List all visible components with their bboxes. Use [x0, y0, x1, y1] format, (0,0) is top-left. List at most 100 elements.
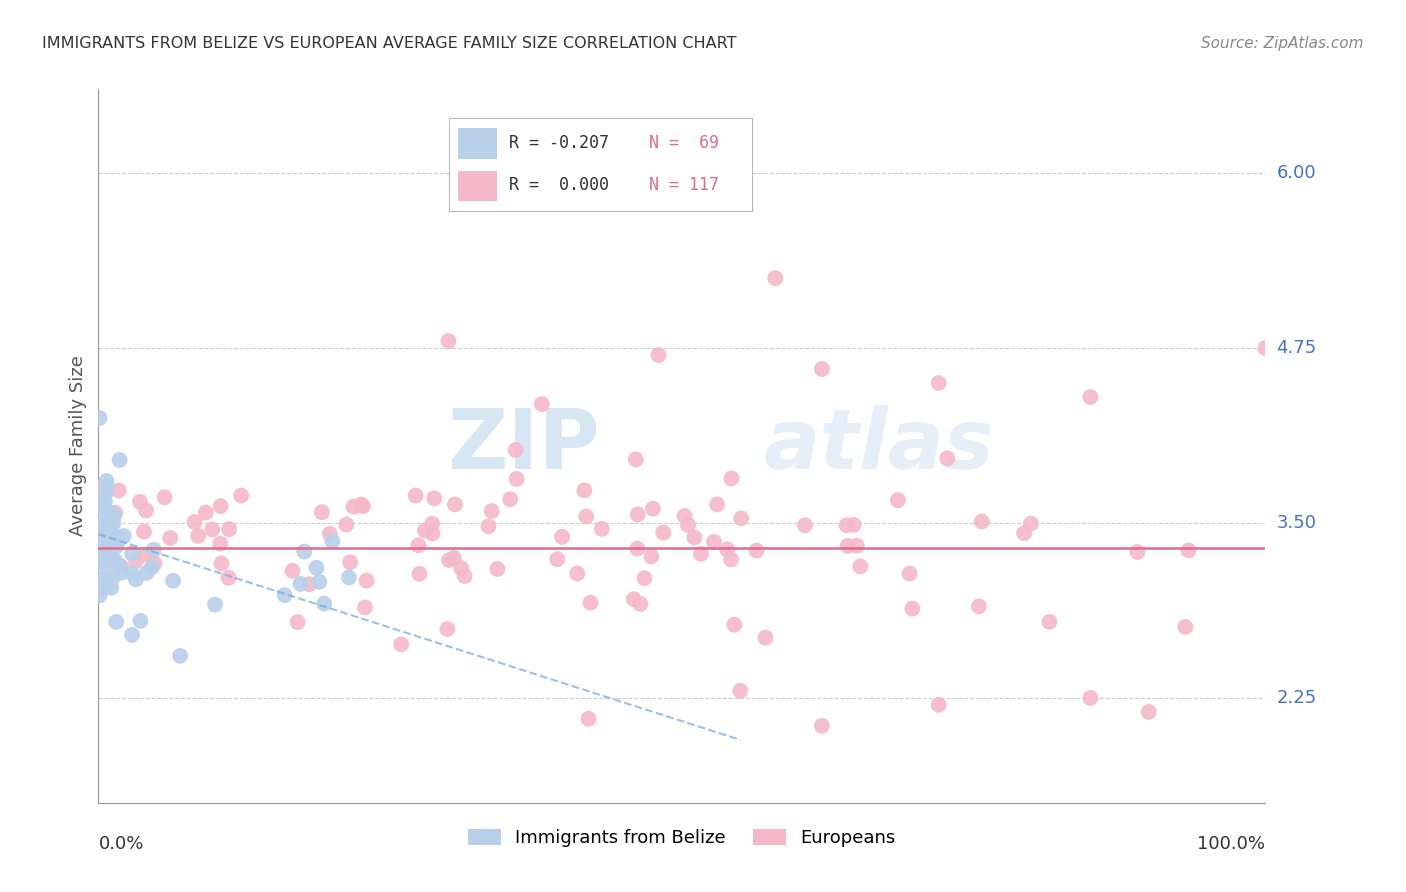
Point [132, 524, 155, 539]
Point [342, 500, 364, 514]
Point [96, 474, 118, 488]
Point [967, 599, 990, 614]
Point [209, 499, 232, 513]
Point [298, 577, 321, 591]
Point [89, 480, 111, 494]
Point [443, 550, 465, 565]
Point [98, 520, 121, 534]
Point [640, 549, 662, 564]
Point [730, 511, 752, 525]
Point [204, 598, 226, 612]
Point [723, 617, 745, 632]
Point [89, 490, 111, 504]
Point [91, 573, 114, 587]
Point [793, 518, 815, 533]
Point [108, 558, 131, 573]
Point [591, 522, 613, 536]
Point [121, 546, 143, 560]
Point [630, 597, 652, 611]
Point [683, 531, 706, 545]
Point [273, 588, 295, 602]
Point [627, 508, 650, 522]
Text: 100.0%: 100.0% [1198, 835, 1265, 853]
Text: ZIP: ZIP [447, 406, 600, 486]
Text: 0.0%: 0.0% [98, 835, 143, 853]
Point [1254, 341, 1277, 355]
Point [901, 601, 924, 615]
Point [121, 566, 143, 580]
Point [281, 564, 304, 578]
Point [105, 530, 128, 544]
Point [89, 411, 111, 425]
Point [690, 547, 713, 561]
Point [505, 442, 527, 457]
Point [420, 516, 443, 531]
Point [436, 622, 458, 636]
Point [94, 537, 117, 551]
Point [91, 554, 114, 568]
Point [499, 492, 522, 507]
Point [124, 554, 146, 568]
Point [93, 532, 115, 546]
Point [94, 487, 117, 501]
Point [352, 499, 374, 513]
Point [928, 698, 950, 712]
Point [96, 480, 118, 494]
Point [408, 566, 430, 581]
Point [354, 600, 377, 615]
Point [311, 505, 333, 519]
Point [437, 334, 460, 348]
Point [314, 597, 336, 611]
Point [96, 520, 118, 534]
Point [90, 582, 112, 597]
Point [835, 518, 858, 533]
Point [141, 560, 163, 574]
Legend: Immigrants from Belize, Europeans: Immigrants from Belize, Europeans [461, 822, 903, 855]
Point [623, 592, 645, 607]
Point [626, 541, 648, 556]
Point [129, 614, 152, 628]
Point [98, 535, 121, 549]
Point [887, 493, 910, 508]
Point [169, 648, 191, 663]
Point [97, 520, 120, 534]
Point [103, 553, 125, 567]
Point [647, 348, 669, 362]
Point [574, 483, 596, 498]
Text: 4.75: 4.75 [1277, 339, 1317, 357]
Point [96, 542, 118, 557]
Point [187, 529, 209, 543]
Point [121, 628, 143, 642]
Point [936, 451, 959, 466]
Point [201, 523, 224, 537]
Point [633, 571, 655, 585]
Point [339, 555, 361, 569]
Point [100, 581, 122, 595]
Point [112, 529, 135, 543]
Point [94, 521, 117, 535]
Point [505, 472, 527, 486]
Point [898, 566, 921, 581]
Text: 6.00: 6.00 [1277, 164, 1316, 182]
Point [135, 503, 157, 517]
Point [1038, 615, 1060, 629]
Point [98, 506, 121, 520]
Point [408, 538, 430, 552]
Point [811, 362, 834, 376]
Point [292, 544, 315, 558]
Point [108, 453, 131, 467]
Point [97, 515, 120, 529]
Point [970, 515, 993, 529]
Point [93, 581, 115, 595]
Point [928, 376, 950, 390]
Point [103, 516, 125, 530]
Point [413, 524, 436, 538]
Point [107, 533, 129, 548]
Point [1137, 705, 1160, 719]
Point [91, 516, 114, 531]
Point [91, 519, 114, 533]
Point [486, 562, 509, 576]
Point [730, 684, 752, 698]
Text: atlas: atlas [763, 406, 994, 486]
Point [97, 554, 120, 568]
